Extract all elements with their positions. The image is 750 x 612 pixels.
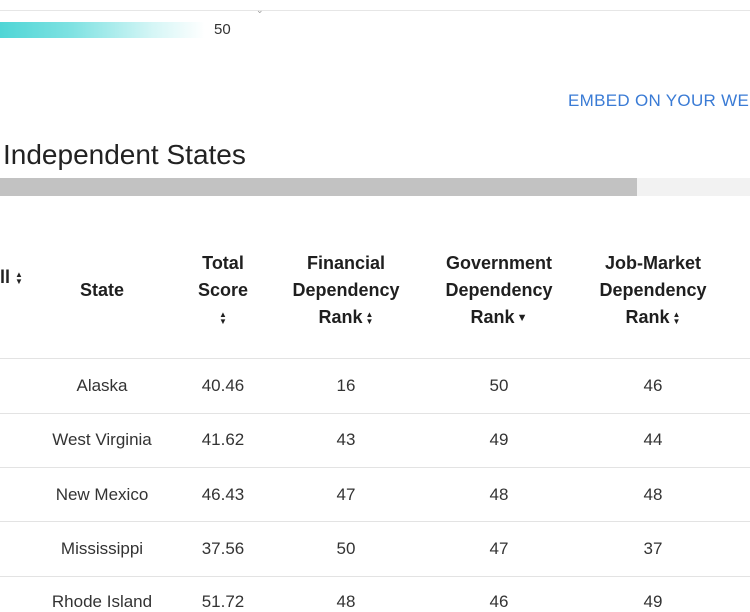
header-line: Rank xyxy=(625,307,670,327)
cell-state: West Virginia xyxy=(52,430,152,449)
cell-job-market-rank: 48 xyxy=(643,485,663,504)
cell-government-rank: 47 xyxy=(489,539,509,558)
cell-state: Mississippi xyxy=(60,539,144,558)
section-title: Independent States xyxy=(3,139,246,170)
cell-financial-rank: 16 xyxy=(336,376,356,395)
row-divider xyxy=(0,467,750,468)
header-line: Dependency xyxy=(445,280,553,300)
cell-government-rank: 49 xyxy=(489,430,509,449)
header-line: Dependency xyxy=(599,280,707,300)
sort-both-icon: ▲ ▼ xyxy=(219,310,227,327)
header-line: Dependency xyxy=(292,280,400,300)
column-header-total-score[interactable]: Total Score ▲ ▼ xyxy=(178,250,268,331)
cell-government-rank: 48 xyxy=(489,485,509,504)
cell-total-score: 40.46 xyxy=(201,376,245,395)
legend-tick-icon: ⌄ xyxy=(256,5,264,15)
header-line: Total xyxy=(202,253,244,273)
top-divider xyxy=(0,10,750,11)
column-header-government-rank[interactable]: Government Dependency Rank ▼ xyxy=(434,250,564,331)
partial-column-header[interactable]: ll ▲ ▼ xyxy=(0,264,23,291)
cell-state: New Mexico xyxy=(55,485,149,504)
cell-job-market-rank: 46 xyxy=(643,376,663,395)
header-line: Government xyxy=(445,253,553,273)
header-line: Financial xyxy=(306,253,386,273)
cell-total-score: 37.56 xyxy=(201,539,245,558)
cell-total-score: 51.72 xyxy=(201,592,245,611)
cell-state: Alaska xyxy=(76,376,128,395)
partial-column-header-label: ll xyxy=(0,267,11,287)
embed-link[interactable]: EMBED ON YOUR WE xyxy=(568,91,750,110)
cell-job-market-rank: 49 xyxy=(643,592,663,611)
row-divider xyxy=(0,413,750,414)
column-header-financial-rank[interactable]: Financial Dependency Rank ▲ ▼ xyxy=(281,250,411,331)
color-scale-max-label: 50 xyxy=(214,21,231,38)
header-line: Score xyxy=(197,280,249,300)
header-line: State xyxy=(79,280,124,300)
sort-both-icon: ▲ ▼ xyxy=(672,310,681,327)
column-header-state[interactable]: State xyxy=(52,277,152,304)
cell-financial-rank: 50 xyxy=(336,539,356,558)
scrollbar-thumb[interactable] xyxy=(0,178,637,196)
cell-government-rank: 50 xyxy=(489,376,509,395)
column-header-job-market-rank[interactable]: Job-Market Dependency Rank ▲ ▼ xyxy=(588,250,718,331)
row-divider xyxy=(0,576,750,577)
row-divider xyxy=(0,358,750,359)
sort-desc-icon: ▼ xyxy=(516,312,528,325)
cell-total-score: 46.43 xyxy=(201,485,245,504)
sort-both-icon: ▲ ▼ xyxy=(15,270,23,287)
color-scale-bar xyxy=(0,22,205,38)
sort-both-icon: ▲ ▼ xyxy=(365,310,374,327)
header-line: Rank xyxy=(318,307,363,327)
header-line: Rank xyxy=(470,307,515,327)
header-line: Job-Market xyxy=(604,253,702,273)
cell-total-score: 41.62 xyxy=(201,430,245,449)
horizontal-scrollbar[interactable] xyxy=(0,178,750,196)
cell-government-rank: 46 xyxy=(489,592,509,611)
cell-job-market-rank: 37 xyxy=(643,539,663,558)
cell-financial-rank: 48 xyxy=(336,592,356,611)
cell-financial-rank: 47 xyxy=(336,485,356,504)
cell-state: Rhode Island xyxy=(51,592,153,611)
cell-financial-rank: 43 xyxy=(336,430,356,449)
row-divider xyxy=(0,521,750,522)
cell-job-market-rank: 44 xyxy=(643,430,663,449)
